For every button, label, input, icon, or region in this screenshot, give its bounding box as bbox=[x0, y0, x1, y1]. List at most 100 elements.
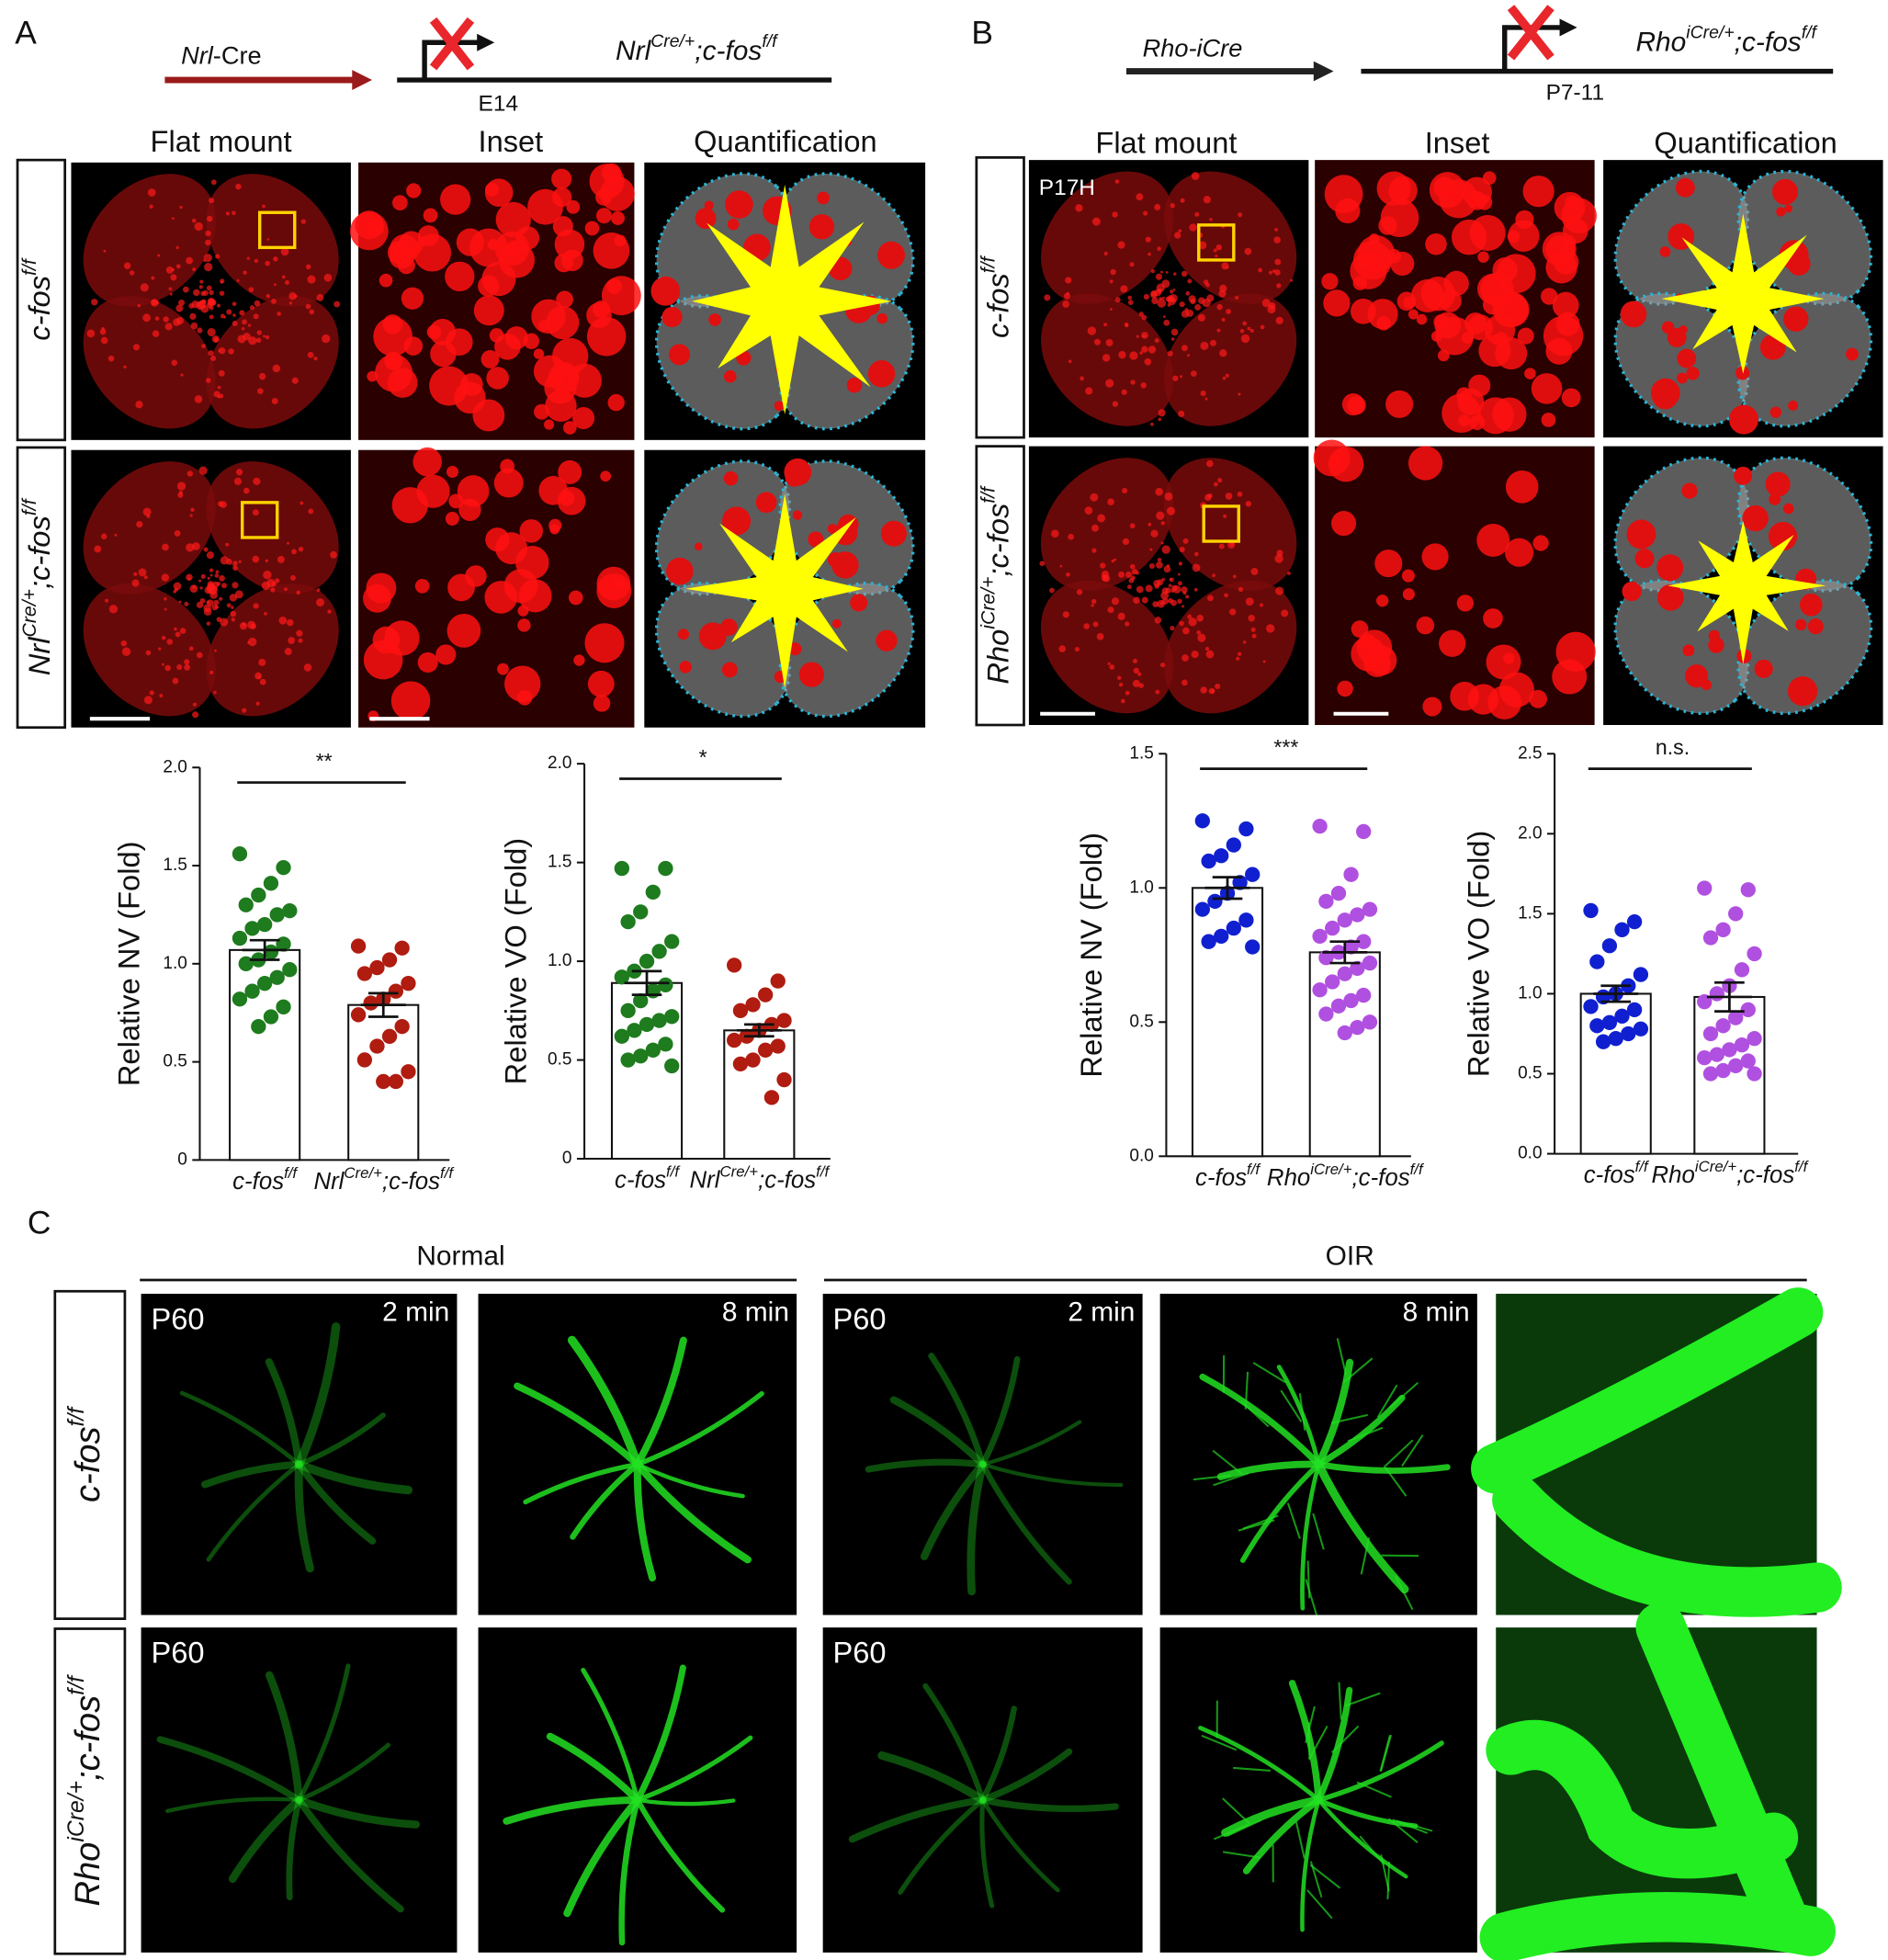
stain-dot bbox=[1178, 410, 1185, 418]
x-tick-label-part: ;c-fos bbox=[1736, 1162, 1794, 1188]
data-point bbox=[381, 1028, 398, 1044]
stain-dot bbox=[1188, 295, 1196, 303]
nv-patch bbox=[725, 190, 753, 219]
data-point bbox=[1626, 1002, 1643, 1018]
stain-dot bbox=[197, 327, 203, 334]
stain-dot bbox=[1125, 572, 1132, 578]
stain-dot bbox=[1203, 279, 1209, 285]
stain-dot bbox=[1189, 223, 1197, 232]
nv-patch bbox=[1620, 300, 1647, 328]
nv-patch bbox=[708, 313, 721, 326]
vessel bbox=[295, 1796, 421, 1829]
stain-blob bbox=[1422, 697, 1442, 717]
vessel bbox=[898, 1797, 986, 1895]
stain-dot bbox=[1215, 244, 1223, 251]
stain-dot bbox=[232, 565, 238, 572]
stain-dot bbox=[220, 278, 225, 284]
stain-dot bbox=[204, 262, 213, 272]
data-point bbox=[633, 992, 649, 1009]
stain-dot bbox=[1170, 337, 1175, 341]
vessel-branch bbox=[1306, 1889, 1333, 1920]
stain-dot bbox=[1204, 493, 1212, 502]
vessel bbox=[635, 1797, 736, 1807]
stain-dot bbox=[280, 247, 289, 256]
stain-dot bbox=[1232, 574, 1237, 579]
stain-blob bbox=[533, 348, 545, 359]
stain-blob bbox=[554, 253, 573, 273]
data-point bbox=[1740, 882, 1756, 898]
vessel bbox=[634, 1664, 686, 1804]
x-tick-label-part: f/f bbox=[1410, 1161, 1425, 1178]
stain-dot bbox=[1085, 387, 1093, 395]
stain-blob bbox=[563, 421, 577, 435]
stain-dot bbox=[174, 627, 177, 631]
nv-patch bbox=[1659, 246, 1671, 257]
vessel bbox=[546, 1732, 641, 1804]
stain-dot bbox=[1156, 283, 1165, 292]
genotype-label-part: Cre/+ bbox=[650, 31, 695, 51]
timepoint: P7-11 bbox=[1546, 80, 1604, 105]
stain-dot bbox=[1049, 587, 1055, 594]
nv-patch bbox=[724, 369, 737, 383]
stain-dot bbox=[179, 205, 183, 210]
stain-dot bbox=[1068, 359, 1072, 364]
stain-dot bbox=[192, 711, 199, 719]
data-point bbox=[356, 966, 373, 981]
deletion-cross bbox=[429, 17, 475, 71]
stain-blob bbox=[426, 324, 442, 340]
row-label-part: Rho bbox=[980, 629, 1014, 685]
stain-dot bbox=[1125, 323, 1129, 328]
nv-patch bbox=[1787, 676, 1818, 707]
stain-dot bbox=[1163, 565, 1171, 573]
stain-dot bbox=[1242, 321, 1248, 326]
stain-dot bbox=[198, 285, 203, 289]
stain-blob bbox=[1561, 388, 1581, 408]
stain-dot bbox=[1164, 492, 1173, 501]
stain-dot bbox=[1172, 584, 1181, 594]
stain-dot bbox=[196, 601, 204, 608]
stain-dot bbox=[205, 239, 211, 246]
data-point bbox=[394, 940, 410, 956]
stain-dot bbox=[231, 617, 235, 622]
stain-dot bbox=[220, 313, 225, 319]
nv-patch bbox=[1677, 372, 1688, 384]
stain-dot bbox=[1058, 645, 1067, 652]
stain-dot bbox=[123, 262, 131, 269]
data-point bbox=[639, 953, 655, 969]
stain-dot bbox=[1141, 596, 1148, 604]
stain-dot bbox=[209, 198, 215, 204]
genotype-label-part: Rho bbox=[1635, 28, 1686, 58]
data-point bbox=[1312, 982, 1328, 998]
stain-dot bbox=[1194, 211, 1200, 217]
y-tick-label: 0.5 bbox=[163, 1052, 187, 1071]
data-point bbox=[1747, 1031, 1762, 1047]
stain-dot bbox=[1114, 179, 1120, 184]
stain-dot bbox=[184, 659, 190, 665]
image-tag: P17H bbox=[1039, 176, 1095, 200]
stain-dot bbox=[1157, 557, 1162, 562]
stain-dot bbox=[205, 378, 211, 383]
data-point bbox=[269, 907, 285, 923]
stain-blob bbox=[1524, 368, 1536, 380]
stain-dot bbox=[164, 323, 173, 331]
stain-dot bbox=[175, 304, 184, 312]
stain-dot bbox=[159, 693, 164, 697]
stain-dot bbox=[1080, 376, 1084, 381]
stain-blob bbox=[1451, 219, 1487, 255]
stain-dot bbox=[218, 369, 225, 377]
stain-dot bbox=[1177, 598, 1182, 604]
stain-dot bbox=[1105, 379, 1114, 388]
stain-dot bbox=[1129, 523, 1136, 529]
vessel bbox=[1300, 1797, 1321, 1932]
stain-dot bbox=[169, 292, 173, 296]
stain-dot bbox=[1150, 422, 1154, 426]
stain-dot bbox=[1218, 543, 1225, 549]
stain-dot bbox=[213, 599, 220, 606]
stain-dot bbox=[1109, 308, 1113, 311]
stain-dot bbox=[1051, 529, 1059, 538]
data-point bbox=[1614, 922, 1630, 937]
stain-dot bbox=[1141, 346, 1148, 353]
data-point bbox=[664, 1058, 680, 1074]
stain-blob bbox=[500, 459, 515, 474]
stain-dot bbox=[201, 344, 207, 349]
